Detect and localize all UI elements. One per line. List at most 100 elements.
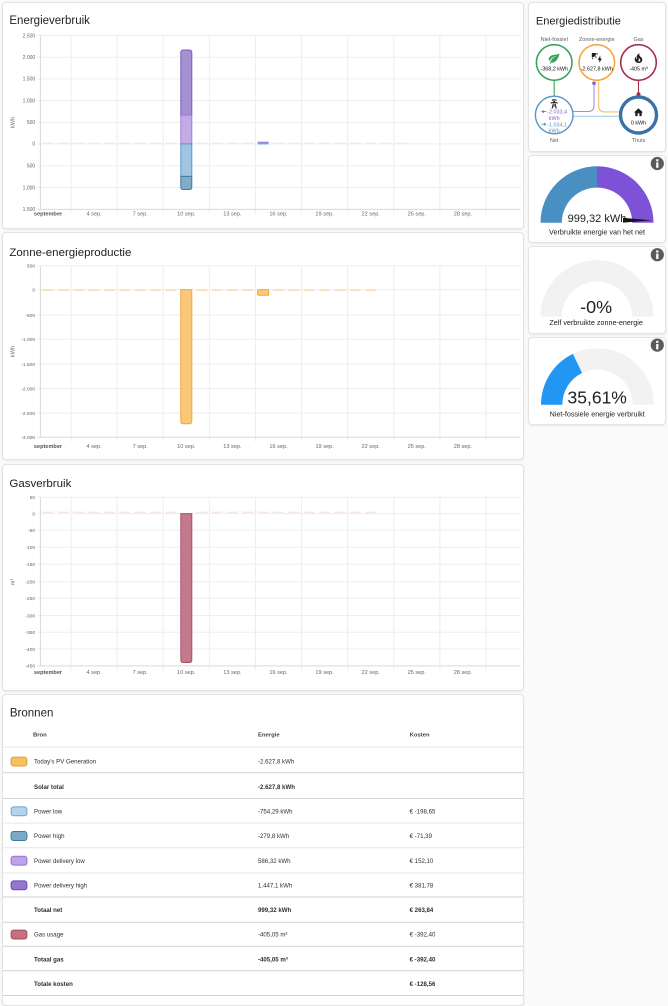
svg-text:-754,29 kWh: -754,29 kWh: [258, 809, 293, 816]
svg-text:Solar total: Solar total: [34, 784, 64, 791]
svg-text:september: september: [34, 444, 63, 450]
svg-text:Gas: Gas: [633, 37, 643, 43]
svg-text:€ -392,40: € -392,40: [410, 932, 436, 939]
svg-text:28 sep.: 28 sep.: [454, 444, 473, 450]
svg-text:500: 500: [27, 120, 36, 126]
svg-text:Power delivery low: Power delivery low: [34, 858, 85, 865]
svg-text:999,32 kWh: 999,32 kWh: [568, 212, 627, 224]
svg-text:22 sep.: 22 sep.: [362, 212, 381, 218]
svg-text:50: 50: [30, 495, 36, 501]
svg-text:Power high: Power high: [34, 833, 65, 840]
svg-text:1.000: 1.000: [23, 185, 36, 191]
svg-text:€ 263,84: € 263,84: [410, 907, 434, 914]
svg-text:-279,8 kWh: -279,8 kWh: [258, 833, 289, 840]
svg-text:Bron: Bron: [33, 733, 47, 739]
svg-text:september: september: [34, 670, 63, 676]
svg-text:-2.627,8 kWh: -2.627,8 kWh: [258, 759, 294, 766]
svg-text:€ -128,56: € -128,56: [410, 981, 436, 988]
svg-text:Verbruikte energie van het net: Verbruikte energie van het net: [549, 227, 645, 236]
svg-text:28 sep.: 28 sep.: [454, 212, 473, 218]
svg-text:Power delivery high: Power delivery high: [34, 883, 87, 890]
svg-text:1.500: 1.500: [23, 77, 36, 83]
svg-text:0 kWh: 0 kWh: [631, 121, 646, 127]
svg-text:€ -392,40: € -392,40: [410, 957, 436, 964]
svg-text:-368,2 kWh: -368,2 kWh: [540, 67, 568, 73]
svg-text:Totaal net: Totaal net: [34, 907, 62, 914]
svg-text:13 sep.: 13 sep.: [223, 670, 242, 676]
svg-text:€ -198,65: € -198,65: [410, 809, 436, 816]
svg-text:Totale kosten: Totale kosten: [34, 981, 73, 988]
svg-text:Energie: Energie: [258, 733, 280, 739]
svg-text:-0%: -0%: [580, 297, 612, 317]
svg-text:Niet-fossiele energie verbruik: Niet-fossiele energie verbruikt: [550, 409, 645, 418]
svg-text:kWh: kWh: [549, 116, 560, 122]
svg-text:m³: m³: [11, 579, 17, 586]
svg-text:-2.500: -2.500: [21, 411, 35, 417]
svg-text:Energieverbruik: Energieverbruik: [9, 15, 90, 27]
svg-text:Gas usage: Gas usage: [34, 932, 64, 939]
svg-text:Totaal gas: Totaal gas: [34, 957, 64, 964]
svg-text:Kosten: Kosten: [410, 733, 430, 739]
svg-text:september: september: [34, 212, 63, 218]
svg-text:-300: -300: [25, 613, 35, 619]
svg-text:-405 m³: -405 m³: [629, 67, 648, 73]
svg-text:10 sep.: 10 sep.: [177, 212, 196, 218]
svg-text:0: 0: [32, 288, 35, 294]
svg-text:1.447,1 kWh: 1.447,1 kWh: [258, 883, 292, 890]
svg-text:4 sep.: 4 sep.: [87, 444, 103, 450]
svg-text:7 sep.: 7 sep.: [133, 444, 149, 450]
svg-text:-2.000: -2.000: [21, 387, 35, 393]
svg-text:22 sep.: 22 sep.: [362, 444, 381, 450]
svg-text:-2.627,8 kWh: -2.627,8 kWh: [258, 784, 295, 791]
svg-text:-405,05 m³: -405,05 m³: [258, 932, 287, 939]
svg-text:7 sep.: 7 sep.: [133, 212, 149, 218]
svg-text:Zelf verbruikte zonne-energie: Zelf verbruikte zonne-energie: [549, 318, 643, 327]
svg-text:-250: -250: [25, 596, 35, 602]
svg-text:Gasverbruik: Gasverbruik: [9, 478, 71, 490]
svg-text:€ 381,78: € 381,78: [410, 883, 434, 890]
svg-text:Niet-fossiel: Niet-fossiel: [541, 37, 568, 43]
svg-text:-200: -200: [25, 580, 35, 586]
svg-text:25 sep.: 25 sep.: [408, 670, 427, 676]
svg-text:13 sep.: 13 sep.: [223, 212, 242, 218]
svg-text:Net: Net: [550, 138, 559, 144]
svg-text:-3.000: -3.000: [21, 435, 35, 441]
svg-text:10 sep.: 10 sep.: [177, 444, 196, 450]
svg-text:-500: -500: [25, 313, 35, 319]
svg-text:Zonne-energie: Zonne-energie: [579, 37, 615, 43]
svg-text:586,32 kWh: 586,32 kWh: [258, 858, 291, 865]
svg-text:500: 500: [27, 164, 36, 170]
svg-text:4 sep.: 4 sep.: [87, 670, 103, 676]
svg-text:-50: -50: [28, 528, 35, 534]
svg-text:16 sep.: 16 sep.: [269, 670, 288, 676]
svg-text:-100: -100: [25, 545, 35, 551]
svg-text:25 sep.: 25 sep.: [408, 444, 427, 450]
svg-text:999,32 kWh: 999,32 kWh: [258, 907, 291, 914]
svg-text:0: 0: [32, 142, 35, 148]
svg-text:€ 152,10: € 152,10: [410, 858, 434, 865]
svg-text:-2.627,8 kWh: -2.627,8 kWh: [581, 67, 613, 73]
svg-text:Zonne-energieproductie: Zonne-energieproductie: [9, 247, 131, 259]
svg-text:4 sep.: 4 sep.: [86, 212, 102, 218]
svg-text:13 sep.: 13 sep.: [223, 444, 242, 450]
svg-text:-1.000: -1.000: [21, 337, 35, 343]
svg-text:-400: -400: [25, 647, 35, 653]
svg-text:500: 500: [27, 264, 36, 270]
svg-text:10 sep.: 10 sep.: [177, 670, 196, 676]
svg-text:Energiedistributie: Energiedistributie: [536, 16, 621, 28]
svg-text:-2.033,4: -2.033,4: [547, 110, 567, 116]
svg-text:16 sep.: 16 sep.: [269, 444, 288, 450]
svg-text:19 sep.: 19 sep.: [315, 670, 334, 676]
svg-text:16 sep.: 16 sep.: [269, 212, 288, 218]
svg-text:22 sep.: 22 sep.: [362, 670, 381, 676]
svg-text:7 sep.: 7 sep.: [133, 670, 149, 676]
svg-text:35,61%: 35,61%: [568, 387, 627, 407]
svg-text:19 sep.: 19 sep.: [315, 212, 334, 218]
svg-text:Today's PV Generation: Today's PV Generation: [34, 759, 96, 766]
svg-text:2.000: 2.000: [23, 55, 36, 61]
svg-text:19 sep.: 19 sep.: [315, 444, 334, 450]
svg-text:€ -71,39: € -71,39: [410, 833, 433, 840]
svg-text:2.500: 2.500: [23, 33, 36, 39]
svg-text:1.500: 1.500: [23, 207, 36, 213]
svg-text:-1.500: -1.500: [21, 362, 35, 368]
